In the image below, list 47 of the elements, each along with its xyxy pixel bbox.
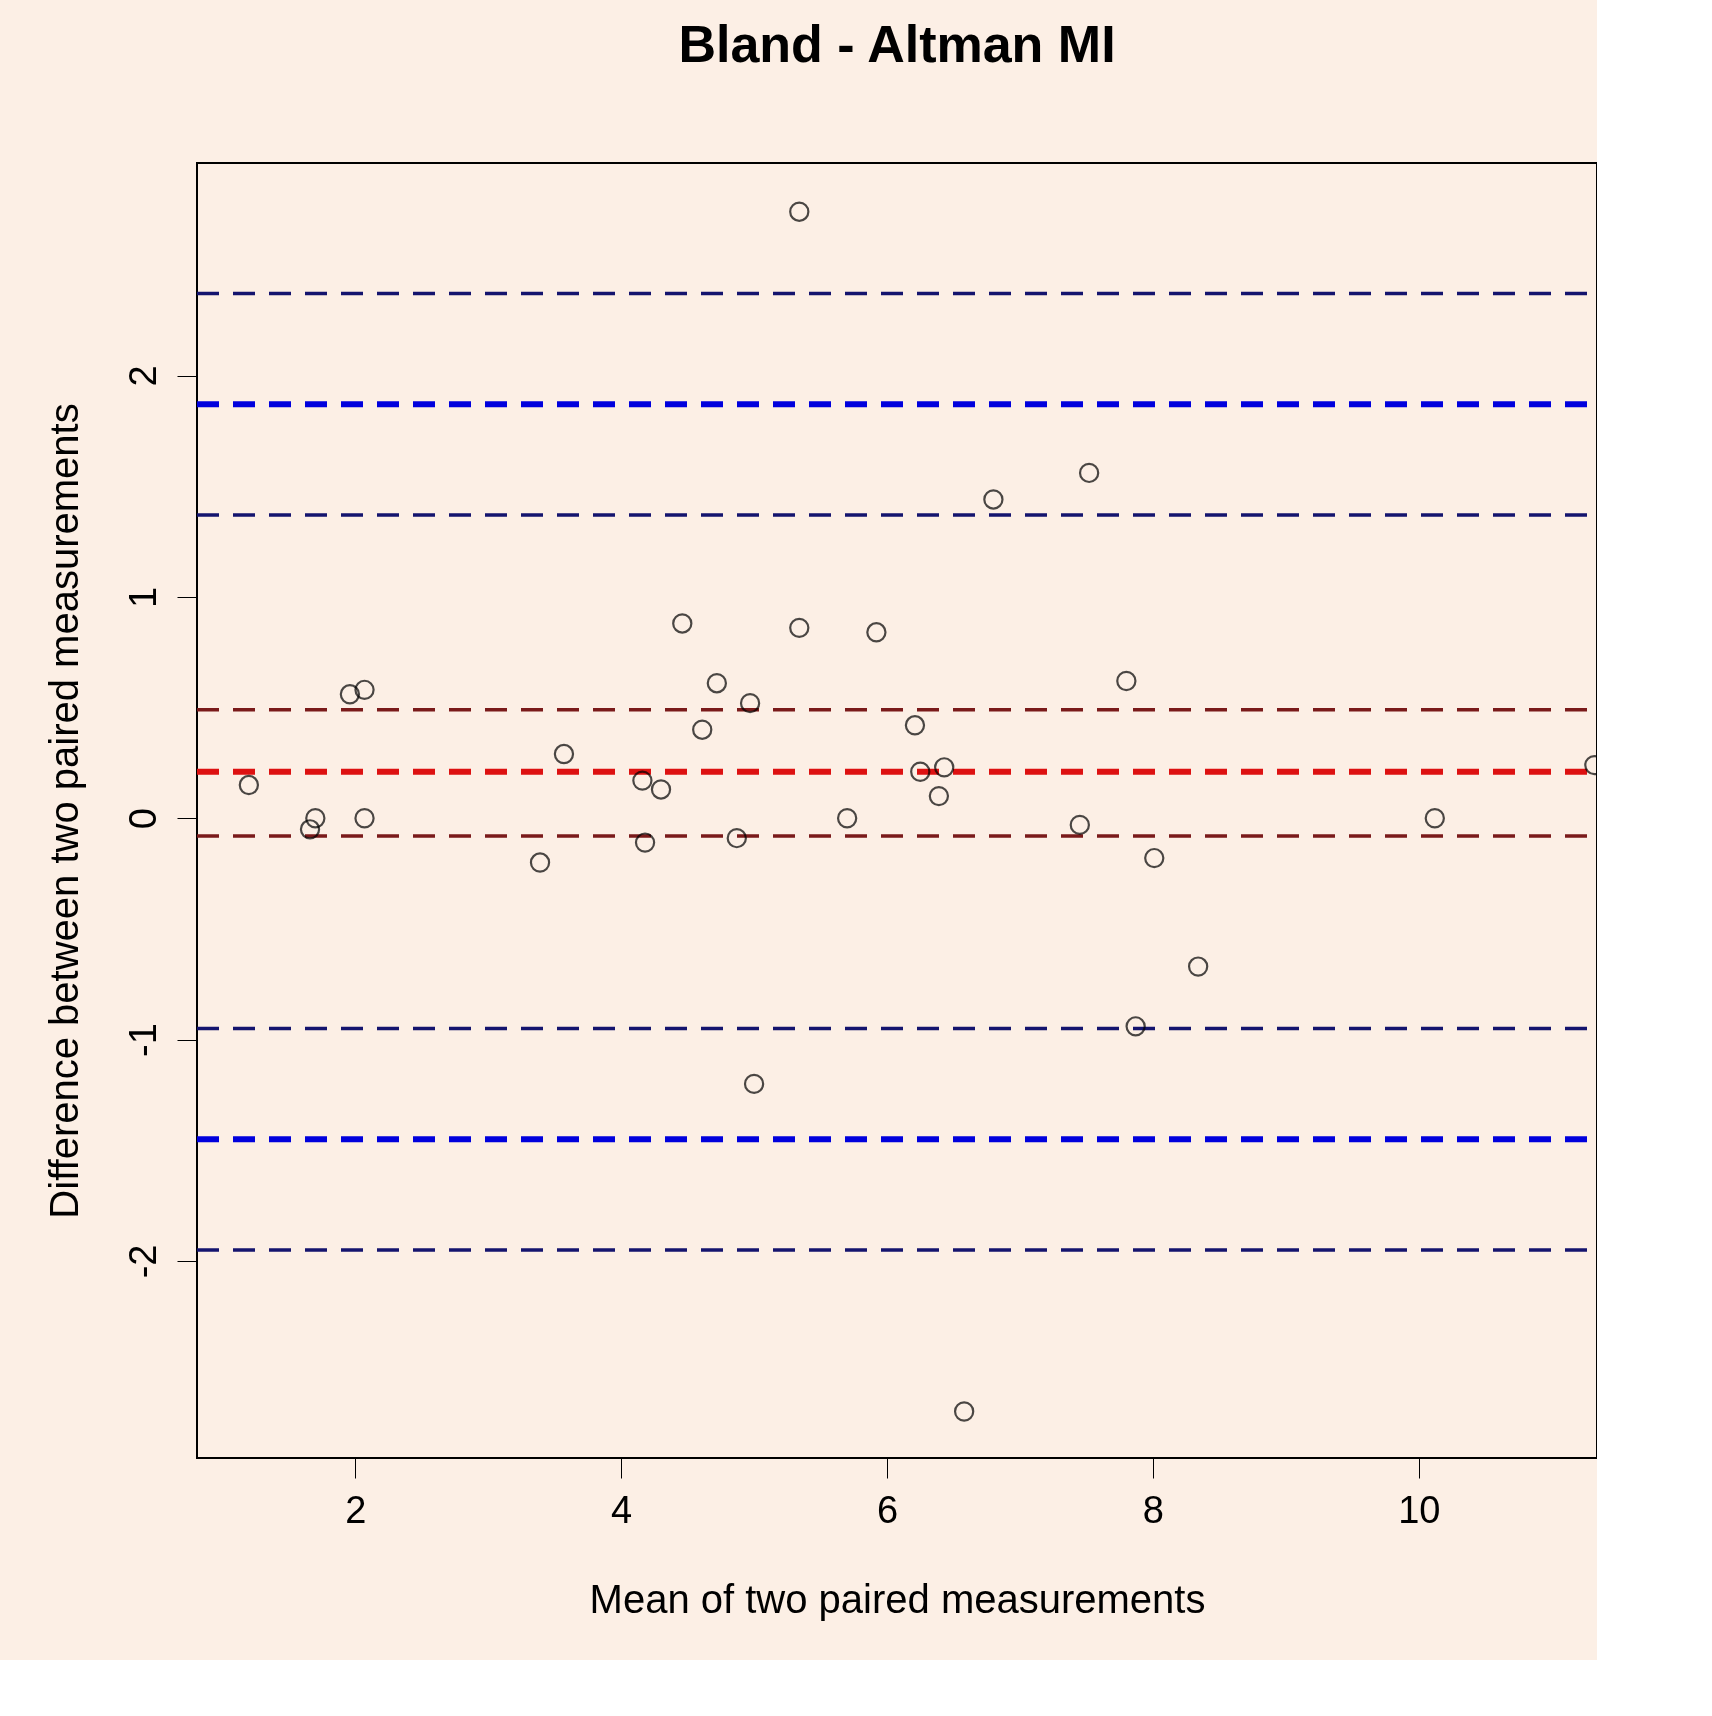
point <box>706 673 728 694</box>
point <box>529 852 551 873</box>
y-tick-label: -1 <box>121 1023 164 1058</box>
point <box>726 828 747 849</box>
point <box>1116 670 1137 692</box>
point <box>1125 1016 1146 1037</box>
point <box>928 785 950 807</box>
x-tick-label: 10 <box>1398 1488 1441 1531</box>
point <box>672 613 693 634</box>
point <box>904 715 926 736</box>
point <box>1144 847 1165 869</box>
point <box>1069 814 1090 836</box>
x-axis-title: Mean of two paired measurements <box>589 1576 1206 1621</box>
y-tick-label: 2 <box>121 365 164 387</box>
x-tick-label: 6 <box>876 1488 899 1531</box>
point <box>632 770 653 791</box>
chart-title: Bland - Altman MI <box>678 15 1116 73</box>
point <box>354 808 375 829</box>
point <box>910 761 931 782</box>
point <box>553 743 575 765</box>
point <box>836 808 858 829</box>
y-axis-title: Difference between two paired measurements <box>41 403 86 1219</box>
point <box>299 819 321 840</box>
point <box>739 692 761 714</box>
point <box>634 832 656 853</box>
point <box>339 684 361 705</box>
point <box>934 757 955 778</box>
point <box>953 1401 975 1422</box>
y-tick-label: -2 <box>121 1244 164 1279</box>
point <box>1424 808 1445 829</box>
point <box>789 201 810 222</box>
y-tick-label: 0 <box>121 808 164 830</box>
point <box>1078 462 1100 484</box>
point <box>692 719 713 740</box>
x-tick-label: 4 <box>611 1488 633 1531</box>
point <box>354 679 375 701</box>
point <box>650 779 672 800</box>
point <box>305 808 326 829</box>
x-tick-label: 8 <box>1142 1488 1165 1531</box>
point <box>1187 956 1209 977</box>
y-tick-label: 1 <box>121 586 164 608</box>
x-tick-label: 2 <box>345 1488 367 1531</box>
point <box>789 617 810 639</box>
point <box>238 774 260 796</box>
point <box>866 622 887 643</box>
point <box>743 1073 765 1095</box>
point <box>983 489 1004 510</box>
